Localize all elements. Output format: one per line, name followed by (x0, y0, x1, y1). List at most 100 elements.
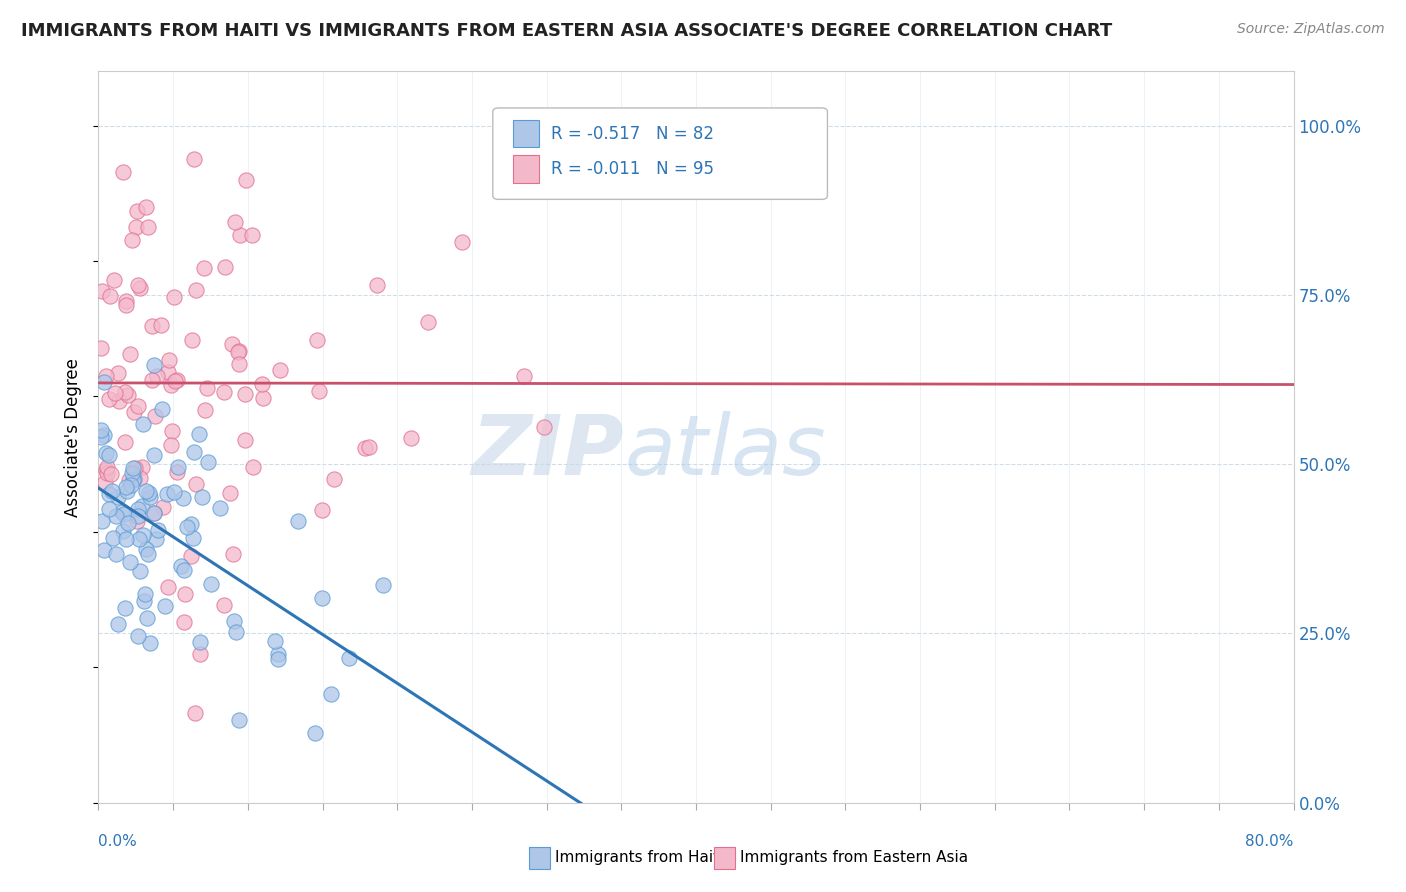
Point (267, 647, 290, 661)
Point (142, 448, 165, 462)
Point (115, 484, 138, 499)
Point (143, 506, 166, 520)
Point (132, 527, 155, 541)
Point (156, 580, 179, 594)
Point (146, 524, 169, 538)
Point (118, 347, 141, 361)
Point (194, 403, 217, 417)
Point (167, 459, 190, 474)
Point (128, 281, 150, 295)
Point (143, 409, 166, 424)
Point (322, 472, 344, 486)
Point (135, 541, 157, 556)
Point (180, 549, 202, 563)
Point (200, 577, 222, 591)
Point (104, 386, 127, 401)
Point (319, 687, 342, 701)
Point (173, 563, 195, 577)
Point (142, 358, 165, 372)
Point (399, 431, 422, 445)
Point (228, 343, 250, 358)
Point (103, 272, 125, 286)
Point (114, 435, 136, 450)
Point (135, 483, 157, 498)
Point (104, 548, 127, 562)
Point (105, 508, 128, 523)
FancyBboxPatch shape (513, 120, 540, 147)
Point (450, 235, 472, 249)
Point (188, 635, 211, 649)
Point (94, 446, 117, 460)
Point (96, 466, 118, 480)
Point (176, 520, 198, 534)
Point (183, 444, 205, 458)
Point (305, 333, 328, 347)
Point (195, 380, 218, 394)
Point (165, 374, 187, 388)
Point (214, 260, 236, 274)
Point (266, 652, 288, 666)
Point (181, 333, 204, 347)
Point (101, 483, 124, 498)
Point (127, 629, 149, 643)
Point (226, 345, 249, 359)
Point (111, 505, 134, 519)
Point (120, 477, 142, 491)
Point (94, 369, 117, 384)
Point (311, 503, 333, 517)
Point (354, 441, 377, 455)
Point (181, 531, 204, 545)
Point (188, 647, 211, 661)
Point (221, 337, 243, 351)
Point (193, 261, 215, 276)
Point (98, 392, 121, 406)
Text: Immigrants from Haiti: Immigrants from Haiti (555, 850, 723, 865)
Point (98, 501, 121, 516)
Point (183, 153, 205, 167)
Point (93, 542, 115, 557)
Point (118, 555, 141, 569)
Point (128, 532, 150, 546)
Point (304, 725, 326, 739)
Point (172, 491, 194, 506)
Text: 80.0%: 80.0% (1246, 833, 1294, 848)
Point (91, 514, 114, 528)
Point (97, 448, 120, 462)
Point (173, 615, 195, 629)
Point (136, 547, 159, 561)
FancyBboxPatch shape (513, 154, 540, 183)
Point (127, 514, 149, 528)
Point (122, 460, 145, 475)
Point (131, 499, 153, 513)
Point (146, 369, 169, 384)
Point (91, 284, 114, 298)
Point (212, 385, 235, 400)
Point (224, 614, 246, 628)
Point (366, 278, 388, 293)
Point (114, 385, 136, 400)
Point (112, 165, 135, 179)
Point (186, 283, 208, 297)
Point (98, 289, 121, 303)
Point (225, 624, 247, 639)
Point (138, 485, 160, 500)
Point (233, 433, 256, 447)
Point (155, 599, 177, 613)
Point (252, 392, 274, 406)
Point (107, 366, 129, 380)
Point (117, 387, 139, 401)
Point (107, 616, 129, 631)
Point (90, 423, 112, 437)
Point (128, 471, 150, 485)
Point (122, 473, 145, 487)
Point (150, 401, 173, 416)
Point (359, 440, 381, 454)
Point (157, 353, 180, 368)
Point (162, 485, 184, 500)
FancyBboxPatch shape (529, 847, 550, 869)
Point (160, 424, 183, 438)
Point (264, 633, 287, 648)
Point (337, 651, 360, 665)
Point (152, 500, 174, 514)
Point (111, 524, 134, 539)
